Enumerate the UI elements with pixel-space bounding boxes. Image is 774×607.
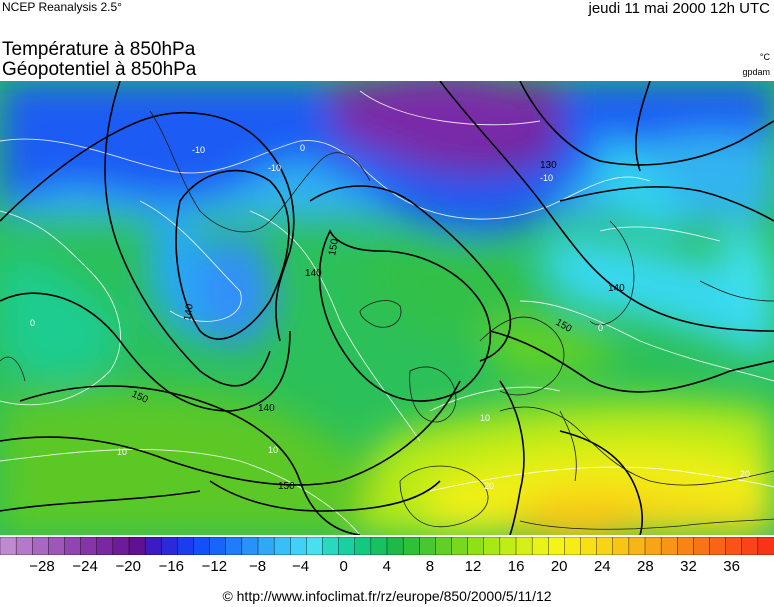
weather-map: 140 140 140 140 150 150 150 150 130 -10 … — [0, 81, 774, 535]
colorbar-swatch — [354, 537, 372, 555]
colorbar-swatch — [596, 537, 614, 555]
isohypse-label: 140 — [608, 283, 625, 294]
isotherm-label: 20 — [740, 469, 750, 479]
isohypse-label: 140 — [305, 268, 322, 279]
colorbar-swatch — [225, 537, 243, 555]
colorbar-swatch — [548, 537, 565, 555]
colorbar-tick-label: 8 — [425, 558, 435, 575]
colorbar-swatch — [161, 537, 178, 555]
isotherm-label: -10 — [268, 163, 281, 173]
colorbar-swatch — [0, 537, 17, 555]
colorbar-tick-label: 0 — [339, 558, 348, 575]
colorbar-swatch — [483, 537, 501, 555]
colorbar-swatch — [612, 537, 630, 555]
colorbar-swatch — [48, 537, 66, 555]
colorbar-swatch — [435, 537, 453, 555]
colorbar-swatch — [209, 537, 227, 555]
colorbar-swatch — [725, 537, 743, 555]
colorbar-swatch — [128, 537, 146, 555]
isotherm-label: 0 — [30, 318, 35, 328]
colorbar-tick-label: 32 — [680, 558, 697, 575]
colorbar-swatch — [177, 537, 195, 555]
coastlines — [0, 110, 774, 530]
title-temperature: Température à 850hPa — [2, 39, 196, 60]
colorbar-tick-label: 12 — [464, 558, 482, 575]
colorbar-swatch — [741, 537, 759, 555]
isotherm-label: 10 — [480, 413, 490, 423]
colorbar-tick-label: −4 — [292, 558, 310, 575]
isotherm-label: -10 — [192, 145, 205, 155]
isohypse-label: 140 — [258, 403, 275, 414]
colorbar-tick-label: −28 — [29, 558, 55, 575]
isotherm-label: 10 — [268, 445, 278, 455]
colorbar-swatch — [64, 537, 82, 555]
colorbar-swatch — [386, 537, 404, 555]
isotherm-label: 20 — [484, 481, 494, 491]
temperature-colorbar — [0, 537, 774, 555]
colorbar-swatch — [628, 537, 646, 555]
colorbar-tick-label: 16 — [507, 558, 525, 575]
colorbar-swatch — [290, 537, 307, 555]
colorbar-swatch — [644, 537, 662, 555]
temperature-field-shading — [0, 81, 774, 535]
colorbar-swatch — [677, 537, 694, 555]
isohypse-label: 150 — [278, 481, 295, 492]
isohypse-label: 130 — [540, 160, 557, 171]
isotherm-label-group: -10 -10 -10 0 0 0 10 10 10 20 20 — [30, 143, 750, 491]
isohypse-label: 150 — [327, 238, 341, 257]
isotherm-label: 0 — [598, 323, 603, 333]
colorbar-tick-label: 36 — [723, 558, 740, 575]
colorbar-swatch — [499, 537, 517, 555]
colorbar-swatch — [419, 537, 436, 555]
unit-geopotential: gpdam — [742, 67, 770, 77]
colorbar-tick-label: 24 — [593, 558, 611, 575]
colorbar-tick-label: 4 — [382, 558, 391, 575]
colorbar-swatch — [257, 537, 275, 555]
colorbar-swatch — [112, 537, 130, 555]
colorbar-swatch — [80, 537, 98, 555]
unit-temperature: °C — [759, 52, 770, 62]
isohypse-label: 140 — [182, 303, 196, 322]
colorbar-tick-label: −16 — [158, 558, 185, 575]
colorbar-swatch — [322, 537, 340, 555]
colorbar-swatch — [467, 537, 485, 555]
colorbar-tick-label: −12 — [201, 558, 228, 575]
colorbar-swatch — [144, 537, 162, 555]
colorbar-swatch — [306, 537, 324, 555]
isohypses — [0, 81, 774, 535]
colorbar-swatch — [32, 537, 49, 555]
colorbar-swatch — [757, 537, 774, 555]
isotherm-label: -10 — [540, 173, 553, 183]
colorbar-swatch — [660, 537, 678, 555]
colorbar-swatch — [15, 537, 33, 555]
colorbar-swatch — [193, 537, 211, 555]
footer-credit[interactable]: © http://www.infoclimat.fr/rz/europe/850… — [222, 588, 552, 604]
colorbar-swatch — [515, 537, 533, 555]
colorbar-swatch — [241, 537, 259, 555]
colorbar-swatch — [709, 537, 727, 555]
colorbar-swatch — [96, 537, 114, 555]
colorbar-swatch — [451, 537, 469, 555]
colorbar-swatch — [564, 537, 582, 555]
colorbar-tick-label: −8 — [248, 558, 267, 575]
colorbar-swatch — [402, 537, 420, 555]
source-label: NCEP Reanalysis 2.5° — [2, 0, 122, 14]
colorbar-swatch — [370, 537, 388, 555]
isotherm-label: 10 — [117, 447, 127, 457]
isotherms — [0, 90, 774, 535]
colorbar-tick-label: 20 — [550, 558, 568, 575]
colorbar-ticks: −28 −24 −20 −16 −12 −8 −4 0 4 8 12 16 20 24 28 32 36 — [0, 558, 774, 578]
datetime-label: jeudi 11 mai 2000 12h UTC — [588, 0, 771, 17]
colorbar-tick-label: −20 — [115, 558, 141, 575]
isotherm-label: 0 — [300, 143, 305, 153]
title-geopotential: Géopotentiel à 850hPa — [2, 59, 197, 80]
colorbar-tick-label: 28 — [637, 558, 654, 575]
colorbar-swatch — [580, 537, 598, 555]
colorbar-swatch — [338, 537, 356, 555]
colorbar-swatch — [273, 537, 291, 555]
colorbar-tick-label: −24 — [72, 558, 98, 575]
colorbar-swatch — [693, 537, 711, 555]
colorbar-swatch — [531, 537, 549, 555]
